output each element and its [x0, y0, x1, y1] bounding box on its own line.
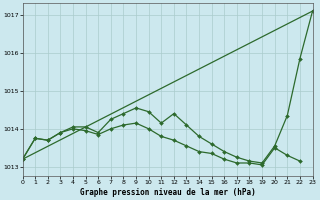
X-axis label: Graphe pression niveau de la mer (hPa): Graphe pression niveau de la mer (hPa)	[80, 188, 255, 197]
